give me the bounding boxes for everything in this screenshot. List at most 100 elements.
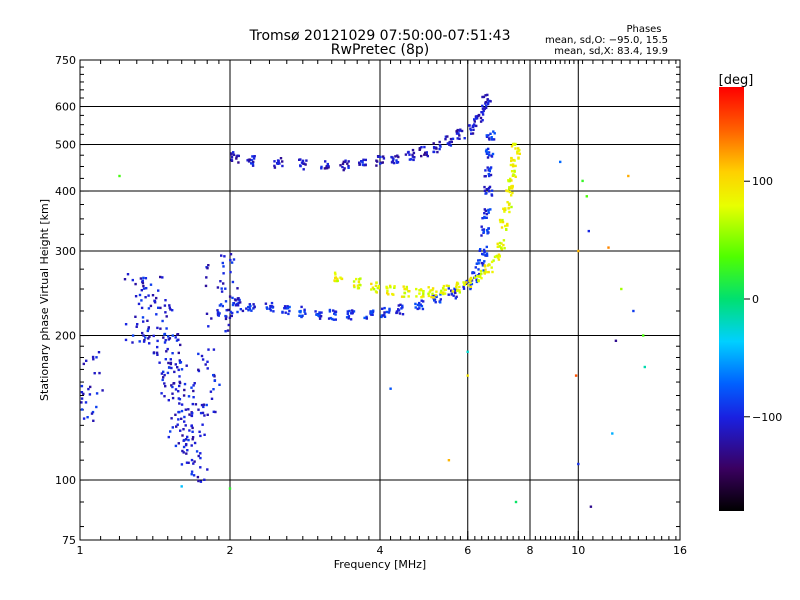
- data-point: [449, 137, 453, 141]
- data-point: [178, 410, 181, 414]
- data-point: [318, 311, 321, 314]
- data-point: [179, 361, 183, 364]
- data-point: [362, 158, 365, 161]
- data-point: [253, 155, 256, 158]
- data-point: [410, 158, 413, 161]
- data-point: [466, 374, 469, 377]
- data-point: [447, 142, 450, 145]
- data-point: [481, 104, 484, 108]
- data-point: [464, 282, 468, 285]
- data-point: [171, 352, 174, 355]
- data-point: [165, 315, 168, 318]
- data-point: [146, 319, 149, 322]
- data-point: [411, 148, 415, 152]
- data-point: [144, 277, 148, 280]
- data-point: [488, 185, 492, 189]
- data-point: [175, 339, 179, 342]
- data-point: [423, 153, 426, 156]
- data-point: [219, 280, 222, 283]
- data-point: [147, 337, 150, 340]
- data-point: [440, 289, 443, 292]
- data-point: [167, 366, 171, 369]
- data-point: [485, 271, 488, 274]
- data-point: [134, 315, 137, 318]
- data-point: [455, 283, 458, 287]
- data-point: [136, 323, 139, 326]
- data-point: [484, 106, 488, 109]
- data-point: [435, 290, 438, 293]
- data-point: [325, 165, 328, 168]
- data-point: [250, 309, 253, 312]
- data-point: [442, 284, 446, 288]
- data-point: [249, 304, 252, 308]
- data-point: [450, 289, 453, 292]
- data-point: [497, 258, 501, 261]
- data-point: [425, 151, 428, 154]
- data-point: [218, 383, 221, 386]
- data-point: [478, 275, 481, 278]
- data-point: [188, 413, 191, 416]
- data-point: [147, 326, 150, 329]
- data-point: [382, 157, 386, 160]
- data-point: [487, 173, 490, 176]
- data-point: [278, 162, 281, 165]
- data-point: [206, 413, 209, 416]
- data-point: [315, 313, 319, 316]
- data-point: [365, 317, 368, 320]
- data-point: [479, 120, 483, 123]
- data-point: [178, 398, 182, 401]
- data-point: [514, 147, 517, 150]
- data-point: [197, 408, 200, 411]
- data-point: [349, 318, 353, 321]
- data-point: [155, 296, 158, 300]
- data-point: [209, 390, 213, 393]
- data-point: [178, 375, 181, 378]
- legend-line-x: mean, sd,X: 83.4, 19.9: [554, 46, 668, 57]
- data-point: [207, 348, 210, 351]
- data-point: [420, 304, 424, 308]
- data-point: [481, 217, 484, 220]
- data-point: [381, 161, 384, 164]
- data-point: [190, 470, 194, 473]
- data-point: [385, 285, 388, 289]
- data-point: [412, 158, 415, 162]
- data-point: [285, 307, 288, 310]
- data-point: [377, 155, 380, 158]
- data-point: [444, 138, 447, 141]
- data-point: [250, 158, 253, 162]
- data-point: [148, 335, 151, 338]
- data-point: [84, 401, 88, 404]
- data-point: [185, 461, 189, 464]
- data-point: [405, 287, 409, 291]
- data-point: [118, 174, 121, 178]
- data-point: [180, 409, 184, 413]
- data-point: [421, 295, 424, 298]
- data-point: [303, 310, 306, 313]
- data-point: [135, 325, 138, 328]
- data-point: [229, 270, 232, 274]
- data-point: [183, 415, 186, 419]
- data-point: [516, 152, 519, 155]
- data-point: [142, 276, 145, 280]
- data-point: [167, 399, 170, 402]
- data-point: [458, 285, 461, 289]
- data-points: [80, 93, 646, 508]
- data-point: [206, 468, 209, 471]
- data-point: [479, 248, 482, 251]
- data-point: [452, 294, 455, 297]
- data-point: [229, 310, 232, 314]
- data-point: [303, 308, 306, 311]
- data-point: [80, 384, 84, 388]
- data-point: [481, 228, 484, 231]
- data-point: [467, 284, 470, 287]
- data-point: [399, 303, 402, 306]
- data-point: [422, 290, 425, 294]
- data-point: [402, 285, 405, 288]
- data-point: [204, 363, 207, 366]
- data-point: [390, 161, 394, 164]
- x-tick-label: 16: [673, 544, 687, 557]
- data-point: [486, 264, 490, 267]
- data-point: [479, 269, 483, 273]
- data-point: [349, 312, 353, 315]
